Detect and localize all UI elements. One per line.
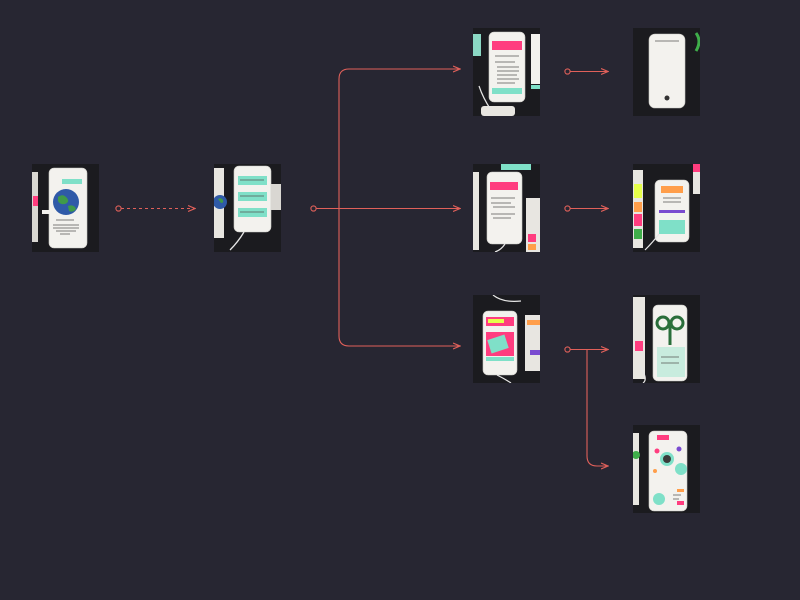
connector-origin-dot xyxy=(115,205,122,212)
node-menu-thumbnail[interactable] xyxy=(214,164,281,252)
node-option-b-thumbnail[interactable] xyxy=(473,164,540,252)
paper-prototype-image xyxy=(473,295,540,383)
node-result-b-thumbnail[interactable] xyxy=(633,164,700,252)
connector-menu-to-option-a xyxy=(316,69,460,210)
paper-prototype-image xyxy=(214,164,281,252)
connector-origin-dot xyxy=(564,205,571,212)
node-result-a-thumbnail[interactable] xyxy=(633,28,700,116)
connector-menu-to-option-c xyxy=(338,208,460,347)
connector-origin-dot xyxy=(310,205,317,212)
paper-prototype-image xyxy=(473,28,540,116)
paper-prototype-image xyxy=(633,164,700,252)
paper-prototype-image xyxy=(633,28,700,116)
connector-option-c-branches xyxy=(564,346,608,467)
connector-menu-branches xyxy=(310,69,460,347)
paper-prototype-image xyxy=(633,295,700,383)
paper-prototype-image xyxy=(32,164,99,252)
connector-origin-dot xyxy=(564,68,571,75)
connector-origin-dot xyxy=(564,346,571,353)
node-option-a-thumbnail[interactable] xyxy=(473,28,540,116)
node-start-thumbnail[interactable] xyxy=(32,164,99,252)
connector-option-b-to-result-b xyxy=(564,205,608,212)
paper-prototype-image xyxy=(473,164,540,252)
connector-option-c-to-result-c2 xyxy=(586,349,608,467)
node-result-c1-thumbnail[interactable] xyxy=(633,295,700,383)
connector-start-to-menu xyxy=(115,205,195,212)
paper-prototype-image xyxy=(633,425,700,513)
node-option-c-thumbnail[interactable] xyxy=(473,295,540,383)
connector-option-a-to-result-a xyxy=(564,68,608,75)
node-result-c2-thumbnail[interactable] xyxy=(633,425,700,513)
